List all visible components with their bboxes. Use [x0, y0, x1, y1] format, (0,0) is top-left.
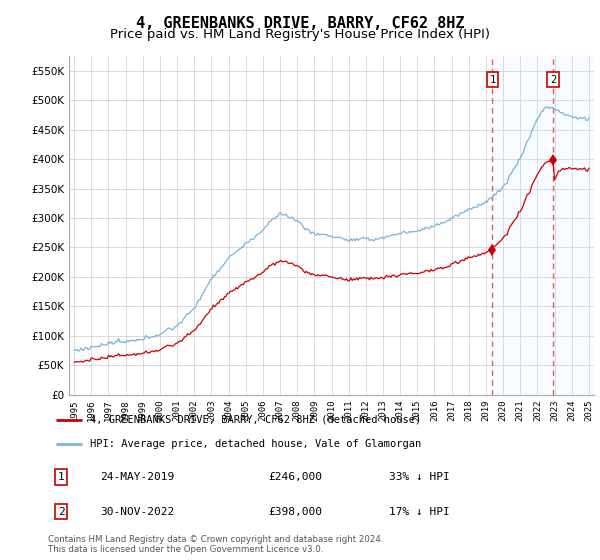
Text: 24-MAY-2019: 24-MAY-2019: [101, 472, 175, 482]
Text: Contains HM Land Registry data © Crown copyright and database right 2024.
This d: Contains HM Land Registry data © Crown c…: [48, 535, 383, 554]
Text: HPI: Average price, detached house, Vale of Glamorgan: HPI: Average price, detached house, Vale…: [90, 438, 421, 449]
Text: 2: 2: [550, 74, 556, 85]
Text: 4, GREENBANKS DRIVE, BARRY, CF62 8HZ (detached house): 4, GREENBANKS DRIVE, BARRY, CF62 8HZ (de…: [90, 415, 421, 425]
Text: 1: 1: [490, 74, 496, 85]
Text: £398,000: £398,000: [269, 507, 323, 516]
Text: 2: 2: [58, 507, 65, 516]
Text: 4, GREENBANKS DRIVE, BARRY, CF62 8HZ: 4, GREENBANKS DRIVE, BARRY, CF62 8HZ: [136, 16, 464, 31]
Text: £246,000: £246,000: [269, 472, 323, 482]
Bar: [493, 56, 553, 395]
Text: 17% ↓ HPI: 17% ↓ HPI: [389, 507, 450, 516]
Text: 30-NOV-2022: 30-NOV-2022: [101, 507, 175, 516]
Text: 33% ↓ HPI: 33% ↓ HPI: [389, 472, 450, 482]
Bar: [553, 56, 598, 395]
Text: 1: 1: [58, 472, 65, 482]
Text: Price paid vs. HM Land Registry's House Price Index (HPI): Price paid vs. HM Land Registry's House …: [110, 28, 490, 41]
